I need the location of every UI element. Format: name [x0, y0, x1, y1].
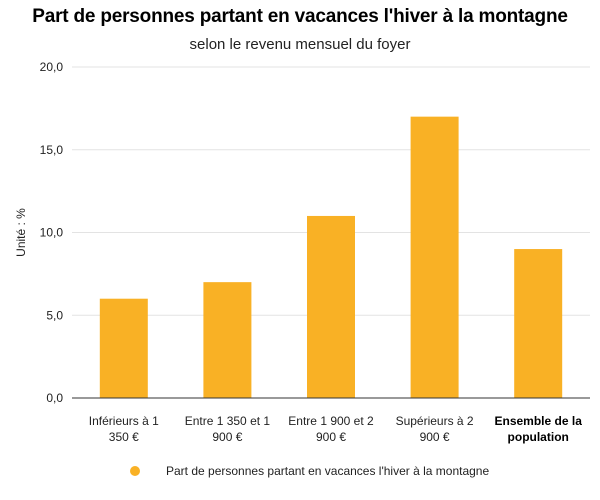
- y-axis-ticks: 0,0 5,0 10,0 15,0 20,0: [40, 60, 64, 405]
- x-category-label: Entre 1 900 et 2: [288, 414, 374, 428]
- x-category-label: 900 €: [420, 430, 450, 444]
- y-tick-label: 15,0: [40, 143, 64, 157]
- chart-subtitle: selon le revenu mensuel du foyer: [189, 36, 411, 53]
- x-category-label: Inférieurs à 1: [89, 414, 159, 428]
- x-category-label: 900 €: [212, 430, 242, 444]
- bars: [99, 116, 563, 399]
- x-category-label: 900 €: [316, 430, 346, 444]
- x-category-label: Entre 1 350 et 1: [185, 414, 271, 428]
- legend-label: Part de personnes partant en vacances l'…: [166, 464, 490, 478]
- y-tick-label: 5,0: [46, 308, 63, 322]
- x-category-label: Supérieurs à 2: [396, 414, 474, 428]
- legend-swatch-icon: [130, 466, 140, 476]
- bar: [307, 215, 355, 398]
- y-tick-label: 10,0: [40, 226, 64, 240]
- x-category-label: 350 €: [109, 430, 139, 444]
- x-axis-categories: Inférieurs à 1 350 € Entre 1 350 et 1 900 €…: [89, 414, 582, 444]
- x-category-label: Ensemble de la: [495, 414, 583, 428]
- y-tick-label: 0,0: [46, 391, 63, 405]
- bar: [203, 282, 252, 398]
- x-category-label: population: [508, 430, 569, 444]
- chart-title: Part de personnes partant en vacances l'…: [32, 6, 568, 27]
- y-axis-label: Unité : %: [14, 208, 28, 257]
- bar: [514, 249, 563, 398]
- y-tick-label: 20,0: [40, 60, 64, 74]
- bar: [99, 298, 148, 398]
- legend: Part de personnes partant en vacances l'…: [130, 462, 489, 480]
- bar: [410, 116, 459, 399]
